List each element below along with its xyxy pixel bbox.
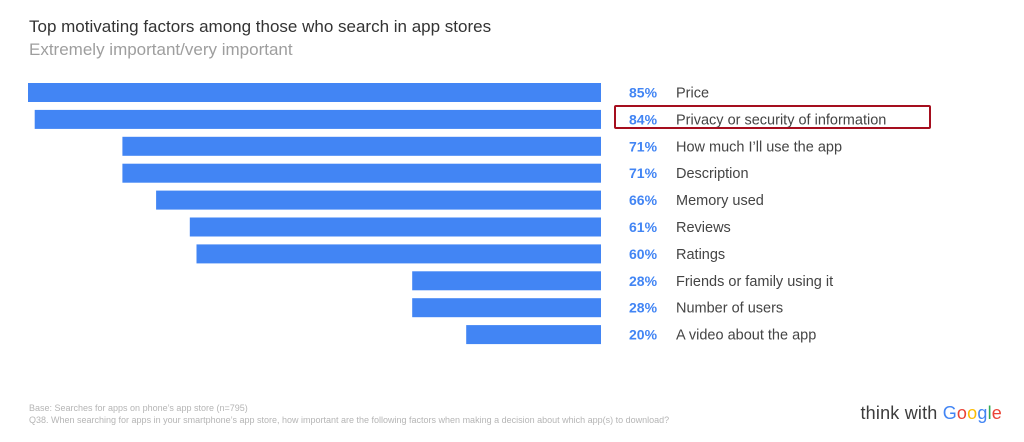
bar-description — [122, 163, 602, 183]
value-label-description: 71% — [629, 165, 658, 181]
logo-letter-g2: g — [977, 403, 988, 423]
value-label-number-of-users: 28% — [629, 300, 658, 316]
value-label-privacy-or-security-of-information: 84% — [629, 111, 658, 127]
value-label-price: 85% — [629, 85, 658, 101]
logo-letter-e: e — [991, 403, 1002, 423]
bar-how-much-i-ll-use-the-app — [122, 136, 602, 156]
category-label-number-of-users: Number of users — [676, 301, 783, 317]
value-label-reviews: 61% — [629, 219, 658, 235]
bar-memory-used — [156, 190, 601, 210]
footnote-question: Q38. When searching for apps in your sma… — [29, 415, 670, 425]
value-label-memory-used: 66% — [629, 192, 658, 208]
value-label-ratings: 60% — [629, 246, 658, 262]
bar-reviews — [189, 217, 602, 237]
logo-letter-o1: o — [956, 403, 968, 423]
bar-price — [28, 83, 601, 102]
logo-letter-l: l — [987, 403, 992, 423]
logo-prefix: think with — [860, 403, 943, 423]
category-label-ratings: Ratings — [676, 247, 725, 263]
logo-letter-o2: o — [967, 403, 978, 423]
category-label-description: Description — [676, 166, 749, 182]
think-with-google-logo: think with Google — [860, 403, 1002, 424]
footnote-base: Base: Searches for apps on phone’s app s… — [29, 403, 248, 413]
category-label-memory-used: Memory used — [676, 193, 764, 209]
bar-friends-or-family-using-it — [412, 271, 601, 291]
category-label-price: Price — [676, 86, 709, 102]
category-label-a-video-about-the-app: A video about the app — [676, 328, 816, 344]
chart-title: Top motivating factors among those who s… — [29, 17, 492, 36]
category-label-privacy-or-security-of-information: Privacy or security of information — [676, 112, 886, 128]
value-label-a-video-about-the-app: 20% — [629, 327, 658, 343]
bar-ratings — [196, 244, 601, 264]
bar-a-video-about-the-app — [466, 325, 601, 345]
bar-number-of-users — [412, 298, 601, 318]
bar-chart: 85% Price 84% Privacy or security of inform… — [28, 83, 886, 345]
value-label-how-much-i-ll-use-the-app: 71% — [629, 138, 658, 154]
highlight-box — [614, 105, 931, 129]
bar-privacy-or-security-of-information — [34, 109, 601, 129]
category-label-how-much-i-ll-use-the-app: How much I’ll use the app — [676, 139, 842, 155]
category-label-friends-or-family-using-it: Friends or family using it — [676, 274, 833, 290]
chart-subtitle: Extremely important/very important — [29, 40, 293, 59]
value-label-friends-or-family-using-it: 28% — [629, 273, 658, 289]
category-label-reviews: Reviews — [676, 220, 731, 236]
logo-letter-g1: G — [942, 403, 957, 423]
